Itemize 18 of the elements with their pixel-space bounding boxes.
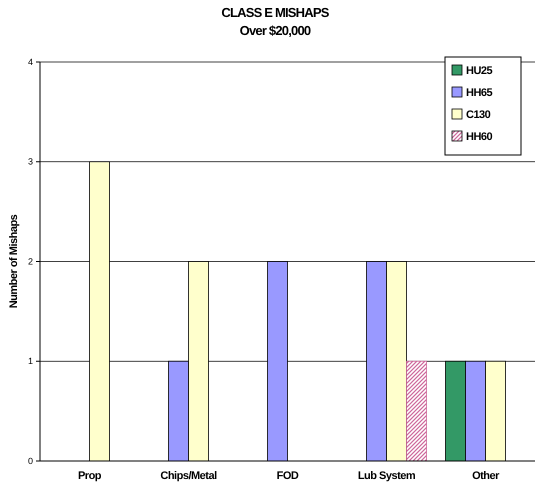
y-tick-label: 1 xyxy=(28,356,33,366)
legend-label: HH65 xyxy=(466,87,493,99)
legend-label: C130 xyxy=(466,109,491,121)
bar xyxy=(406,360,427,462)
x-tick-label: Other xyxy=(472,470,500,482)
x-tick-label: Chips/Metal xyxy=(160,470,218,482)
x-tick-label: Prop xyxy=(78,470,102,482)
y-tick-label: 3 xyxy=(28,156,33,167)
chart-subtitle: Over $20,000 xyxy=(240,23,311,38)
y-tick-label: 4 xyxy=(28,56,33,67)
x-tick-label: Lub System xyxy=(358,470,416,482)
legend-label: HU25 xyxy=(466,65,493,77)
y-tick-label: 0 xyxy=(28,456,33,466)
legend-label: HH60 xyxy=(466,131,493,143)
x-tick-label: FOD xyxy=(276,470,299,482)
chart-title: CLASS E MISHAPS xyxy=(221,5,330,20)
y-tick-label: 2 xyxy=(28,256,33,266)
y-axis-title: Number of Mishaps xyxy=(8,214,20,308)
